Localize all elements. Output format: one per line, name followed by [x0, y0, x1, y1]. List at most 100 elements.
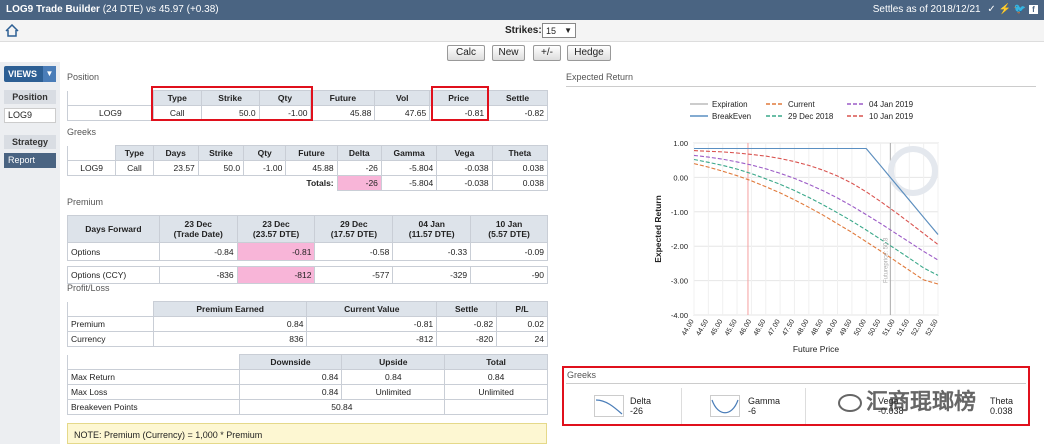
- table-header-row: Days Forward 23 Dec (Trade Date) 23 Dec (2…: [67, 215, 548, 243]
- hedge-button[interactable]: Hedge: [567, 45, 611, 61]
- header-vega: Vega: [436, 145, 493, 161]
- cell-delta: -26: [336, 160, 382, 176]
- sidebar-head-position[interactable]: Position: [4, 90, 56, 104]
- greeks-section-title: Greeks: [67, 127, 97, 137]
- watermark: 汇商琨瑯榜: [838, 384, 976, 416]
- vs-text: vs: [146, 4, 157, 15]
- header-price: Price: [429, 90, 489, 106]
- cell-vega: -0.038: [436, 160, 493, 176]
- cell-settle: -0.82: [436, 316, 498, 332]
- total-vega: -0.038: [436, 175, 493, 191]
- y-tick-label: -2.00: [671, 242, 688, 251]
- greek-value: -0.038: [878, 406, 904, 416]
- plus-minus-button[interactable]: +/-: [533, 45, 561, 61]
- cell-strike: 50.0: [197, 160, 245, 176]
- header-strike: Strike: [200, 90, 260, 106]
- chart-grid: [693, 142, 939, 316]
- table-row: Currency 836 -812 -820 24: [67, 331, 548, 347]
- blank-header: [66, 145, 117, 161]
- cell-ccy: -836: [158, 266, 238, 284]
- greek-tile-delta[interactable]: Delta -26: [592, 388, 682, 424]
- cell-future: 45.88: [285, 160, 338, 176]
- table-row: Breakeven Points 50.84: [67, 399, 548, 415]
- x-tick-label: 49.50: [839, 318, 854, 337]
- header-col-2: 29 Dec (17.57 DTE): [314, 215, 394, 243]
- col-dte: (Trade Date): [173, 229, 223, 239]
- legend-label: 10 Jan 2019: [869, 112, 914, 121]
- x-tick-label: 50.00: [853, 318, 868, 337]
- x-tick-label: 51.50: [896, 318, 911, 337]
- twitter-icon[interactable]: 🐦: [1013, 4, 1027, 15]
- blank-header: [67, 354, 240, 370]
- x-tick-label: 51.00: [882, 318, 897, 337]
- sidebar-item-log9[interactable]: LOG9: [4, 108, 56, 123]
- header-col-4: 10 Jan (5.57 DTE): [470, 215, 548, 243]
- position-section-title: Position: [67, 72, 100, 82]
- header-premium-earned: Premium Earned: [152, 301, 308, 317]
- legend-label: Current: [788, 100, 815, 109]
- greek-tile-vega[interactable]: Vega -0.038: [840, 388, 920, 424]
- y-tick-label: -4.00: [671, 311, 688, 320]
- total-delta: -26: [336, 175, 382, 191]
- x-tick-label: 46.00: [738, 318, 753, 337]
- table-row: Premium 0.84 -0.81 -0.82 0.02: [67, 316, 548, 332]
- cell-empty: [444, 399, 548, 415]
- x-tick-label: 52.50: [925, 318, 940, 337]
- cell-breakeven: 50.84: [238, 399, 446, 415]
- x-tick-label: 48.00: [796, 318, 811, 337]
- new-button[interactable]: New: [492, 45, 525, 61]
- strikes-select[interactable]: 15 ▼: [542, 23, 576, 38]
- legend-label: BreakEven: [712, 112, 751, 121]
- y-tick-label: 0.00: [673, 173, 688, 182]
- strikes-label: Strikes:: [505, 25, 542, 36]
- sidebar-item-report[interactable]: Report: [4, 153, 56, 168]
- check-icon[interactable]: ✓: [987, 4, 996, 15]
- gamma-curve-icon: [710, 395, 740, 417]
- greek-name: Theta: [990, 396, 1014, 406]
- sidebar-head-strategy[interactable]: Strategy: [4, 135, 56, 149]
- header-upside: Upside: [341, 354, 446, 370]
- home-icon[interactable]: [5, 24, 19, 37]
- watermark-text: 汇商琨瑯榜: [866, 389, 977, 414]
- premium-section-title: Premium: [67, 197, 104, 207]
- header-total: Total: [444, 354, 548, 370]
- cell-premium-earned: 0.84: [152, 316, 308, 332]
- header-qty: Qty: [258, 90, 312, 106]
- table-row: Max Loss 0.84 Unlimited Unlimited: [67, 384, 548, 400]
- header-delta: Delta: [336, 145, 382, 161]
- series-line-breakeven: [694, 147, 939, 235]
- premium-table: Days Forward 23 Dec (Trade Date) 23 Dec (2…: [67, 215, 548, 284]
- table-row: LOG9 Call 23.57 50.0 -1.00 45.88 -26 -5.…: [66, 160, 549, 176]
- views-button[interactable]: VIEWS ▼: [4, 66, 56, 82]
- x-tick-label: 48.50: [810, 318, 825, 337]
- settles-text: Settles as of 2018/12/21: [872, 4, 981, 15]
- settles-area: Settles as of 2018/12/21 ✓ ⚡ 🐦 f: [873, 4, 1038, 15]
- facebook-icon[interactable]: f: [1029, 5, 1038, 14]
- sidebar: VIEWS ▼ Position LOG9 Strategy Report: [0, 62, 60, 444]
- col-date: 10 Jan: [495, 219, 523, 229]
- header-pl: P/L: [496, 301, 548, 317]
- lightning-icon[interactable]: ⚡: [998, 4, 1011, 15]
- header-future: Future: [310, 90, 376, 106]
- table-header-row: Premium Earned Current Value Settle P/L: [67, 301, 548, 317]
- table-row: Options (CCY) -836 -812 -577 -329 -90: [67, 266, 548, 284]
- totals-label: Totals:: [306, 178, 334, 189]
- greek-tile-gamma[interactable]: Gamma -6: [708, 388, 806, 424]
- cell-days: 23.57: [152, 160, 199, 176]
- header-settle: Settle: [487, 90, 548, 106]
- row-label: Max Return: [67, 369, 240, 385]
- legend-label: 29 Dec 2018: [788, 112, 834, 121]
- y-tick-label: -1.00: [671, 208, 688, 217]
- cell-ccy: -329: [392, 266, 472, 284]
- note-box: NOTE: Premium (Currency) = 1,000 * Premi…: [67, 423, 547, 444]
- blank-header: [67, 90, 154, 106]
- greeks-panel-title: Greeks: [567, 370, 597, 380]
- cell-pl: 24: [496, 331, 548, 347]
- dte-text: (24 DTE): [102, 4, 144, 15]
- cell-vol[interactable]: 47.65: [374, 105, 431, 121]
- calc-button[interactable]: Calc: [447, 45, 485, 61]
- cell-future[interactable]: 45.88: [310, 105, 376, 121]
- greek-tile-theta[interactable]: Theta 0.038: [960, 388, 1026, 424]
- table-row: Max Return 0.84 0.84 0.84: [67, 369, 548, 385]
- y-tick-label: -3.00: [671, 277, 688, 286]
